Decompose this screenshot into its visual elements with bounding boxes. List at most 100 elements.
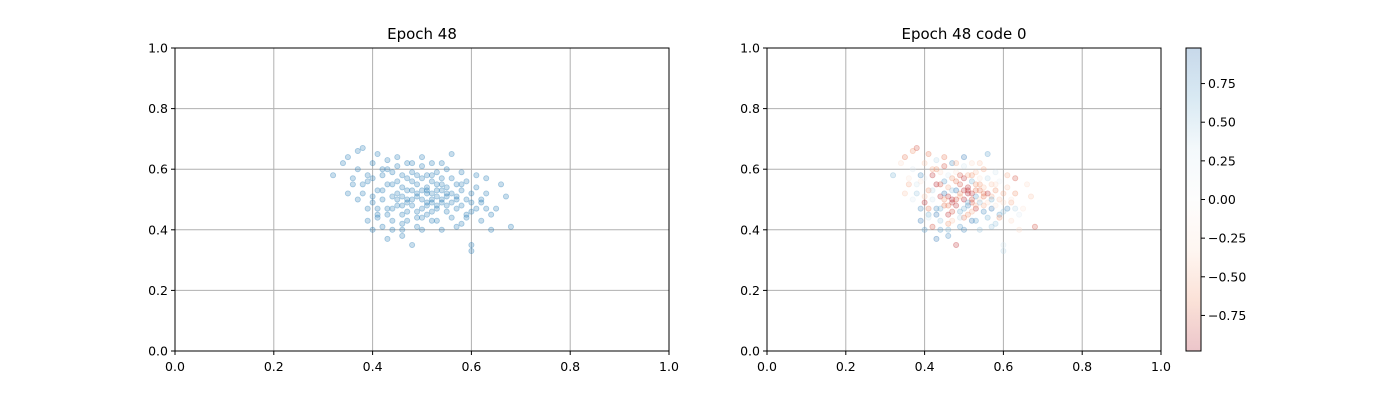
- scatter-point: [917, 172, 924, 179]
- scatter-point: [976, 181, 983, 188]
- scatter-point: [933, 211, 940, 218]
- scatter-point: [945, 184, 952, 191]
- scatter-point: [399, 193, 406, 200]
- colorbar-tick-label: 0.75: [1208, 76, 1236, 91]
- scatter-point: [941, 178, 948, 185]
- scatter-point: [964, 199, 971, 206]
- scatter-point: [976, 160, 983, 167]
- scatter-point: [992, 202, 999, 209]
- scatter-point: [364, 217, 371, 224]
- chart-title: Epoch 48: [387, 25, 457, 43]
- scatter-point: [384, 181, 391, 188]
- scatter-point: [379, 166, 386, 173]
- scatter-point: [384, 205, 391, 212]
- scatter-point: [984, 190, 991, 197]
- scatter-point: [945, 193, 952, 200]
- scatter-point: [1012, 190, 1019, 197]
- y-tick-label: 0.2: [740, 283, 760, 298]
- scatter-point: [941, 190, 948, 197]
- scatter-point: [399, 220, 406, 227]
- scatter-point: [414, 214, 421, 221]
- scatter-point: [1012, 205, 1019, 212]
- scatter-point: [438, 181, 445, 188]
- scatter-point: [448, 175, 455, 182]
- scatter-point: [897, 160, 904, 167]
- scatter-point: [905, 175, 912, 182]
- scatter-point: [957, 190, 964, 197]
- scatter-point: [945, 220, 952, 227]
- scatter-point: [929, 196, 936, 203]
- scatter-point: [379, 223, 386, 230]
- scatter-point: [968, 196, 975, 203]
- scatter-point: [980, 193, 987, 200]
- scatter-point: [498, 181, 505, 188]
- scatter-point: [478, 217, 485, 224]
- scatter-point: [996, 214, 1003, 221]
- scatter-point: [443, 208, 450, 215]
- scatter-point: [976, 175, 983, 182]
- scatter-point: [428, 178, 435, 185]
- scatter-point: [980, 202, 987, 209]
- scatter-point: [929, 223, 936, 230]
- scatter-point: [468, 208, 475, 215]
- y-tick-label: 0.8: [148, 101, 168, 116]
- scatter-point: [949, 160, 956, 167]
- scatter-point: [957, 193, 964, 200]
- scatter-point: [992, 187, 999, 194]
- y-tick-label: 1.0: [148, 41, 168, 56]
- x-tick-label: 0.6: [461, 359, 481, 374]
- scatter-point: [374, 205, 381, 212]
- scatter-point: [988, 196, 995, 203]
- scatter-point: [957, 214, 964, 221]
- scatter-point: [890, 172, 897, 179]
- scatter-point: [964, 184, 971, 191]
- scatter-point: [925, 205, 932, 212]
- scatter-point: [409, 160, 416, 167]
- scatter-point: [964, 172, 971, 179]
- scatter-point: [988, 181, 995, 188]
- scatter-point: [921, 226, 928, 233]
- colorbar: 0.75 0.50 0.25 0.00 −0.25 −0.50 −0.75: [1185, 47, 1246, 352]
- scatter-point: [404, 160, 411, 167]
- scatter-point: [980, 166, 987, 173]
- scatter-point: [344, 154, 351, 161]
- scatter-point: [423, 190, 430, 197]
- scatter-point: [389, 217, 396, 224]
- scatter-point: [976, 187, 983, 194]
- scatter-point: [438, 196, 445, 203]
- scatter-point: [937, 217, 944, 224]
- scatter-point: [453, 223, 460, 230]
- scatter-point: [961, 214, 968, 221]
- scatter-point: [369, 193, 376, 200]
- plot-frame: [174, 47, 670, 352]
- scatter-point: [961, 175, 968, 182]
- scatter-point: [394, 178, 401, 185]
- scatter-point: [1008, 199, 1015, 206]
- scatter-point: [330, 172, 337, 179]
- scatter-point: [453, 193, 460, 200]
- scatter-point: [1027, 193, 1034, 200]
- scatter-point: [929, 187, 936, 194]
- chart-title: Epoch 48 code 0: [901, 25, 1026, 43]
- scatter-point: [418, 187, 425, 194]
- scatter-point: [369, 160, 376, 167]
- scatter-point: [901, 154, 908, 161]
- scatter-point: [949, 217, 956, 224]
- scatter-point: [1000, 190, 1007, 197]
- scatter-point: [957, 208, 964, 215]
- scatter-point: [414, 190, 421, 197]
- scatter-point: [369, 226, 376, 233]
- scatter-point: [909, 196, 916, 203]
- scatter-point: [423, 202, 430, 209]
- scatter-point: [468, 241, 475, 248]
- scatter-point: [917, 205, 924, 212]
- scatter-point: [359, 190, 366, 197]
- x-tick-label: 0.4: [363, 359, 383, 374]
- scatter-point: [428, 160, 435, 167]
- scatter-point: [359, 181, 366, 188]
- scatter-point: [438, 175, 445, 182]
- scatter-point: [409, 241, 416, 248]
- scatter-point: [984, 214, 991, 221]
- scatter-point: [909, 148, 916, 155]
- scatter-point: [468, 190, 475, 197]
